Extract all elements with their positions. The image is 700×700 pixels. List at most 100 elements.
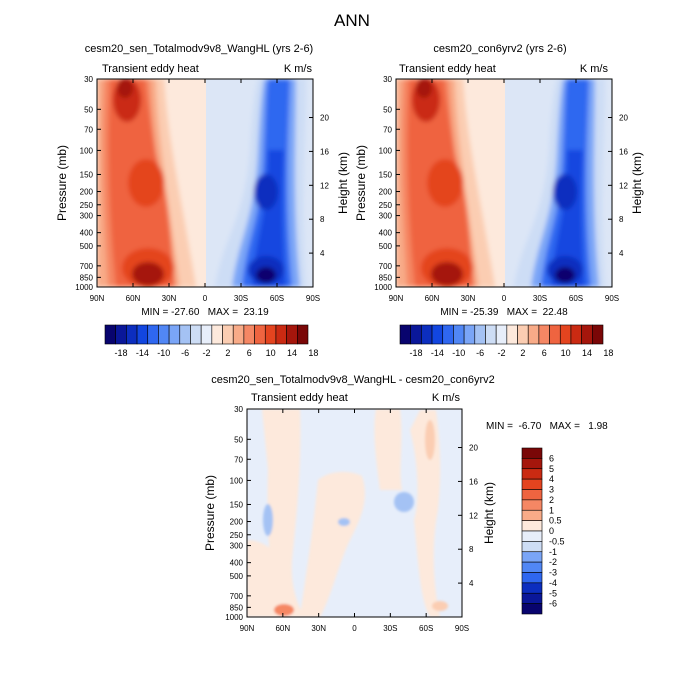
colorbar-label: 2	[225, 348, 230, 358]
panel-left-x-ticks: 90N 60N 30N 0 30S 60S 90S	[90, 79, 320, 303]
y-tick-label: 30	[234, 405, 243, 414]
colorbar-box	[581, 324, 593, 345]
colorbar-box	[232, 324, 245, 345]
colorbar-box	[286, 324, 298, 345]
colorbar-label: -4	[549, 578, 557, 588]
colorbar-box	[136, 324, 149, 345]
y2-tick-label: 16	[469, 477, 478, 486]
colorbar-box	[421, 324, 433, 345]
colorbar-box	[254, 324, 266, 345]
colorbar-box	[521, 447, 543, 459]
colorbar-box	[485, 324, 497, 345]
colorbar-box	[521, 551, 543, 563]
y2-tick-label: 20	[469, 444, 478, 453]
colorbar-box	[264, 324, 277, 345]
colorbar-label: 0.5	[549, 516, 562, 526]
colorbar-label: -14	[136, 348, 149, 358]
y2-tick-label: 12	[469, 511, 478, 520]
colorbar-label: 5	[549, 464, 554, 474]
y-tick-label: 1000	[225, 613, 243, 622]
x-tick-label: 90N	[389, 294, 404, 303]
colorbar-label: -3	[549, 568, 557, 578]
y-tick-label: 700	[230, 592, 244, 601]
colorbar-label: 6	[247, 348, 252, 358]
colorbar-label: 18	[603, 348, 613, 358]
colorbar-box	[463, 324, 476, 345]
x-tick-label: 60S	[270, 294, 284, 303]
x-tick-label: 60N	[425, 294, 440, 303]
colorbar-box	[521, 468, 543, 480]
colorbar-box	[158, 324, 170, 345]
colorbar-label: 10	[266, 348, 276, 358]
colorbar-box	[549, 324, 561, 345]
x-tick-label: 0	[203, 294, 208, 303]
panel-diff-units: K m/s	[432, 392, 461, 404]
colorbar-box	[521, 478, 543, 490]
figure-title: ANN	[334, 11, 370, 30]
panel-diff-x-ticks: 90N 60N 30N 0 30S 60S 90S	[240, 409, 469, 633]
y-tick-label: 50	[234, 435, 243, 444]
colorbar-label: 10	[561, 348, 571, 358]
y-tick-label: 850	[80, 273, 94, 282]
x-tick-label: 30S	[234, 294, 248, 303]
y-tick-label: 700	[379, 262, 393, 271]
y-tick-label: 500	[379, 242, 393, 251]
panel-left: cesm20_sen_Totalmodv9v8_WangHL (yrs 2-6)…	[55, 43, 350, 318]
y-tick-label: 400	[230, 559, 244, 568]
y-tick-label: 250	[230, 531, 244, 540]
colorbar-label: -1	[549, 547, 557, 557]
panel-right-title: cesm20_con6yrv2 (yrs 2-6)	[433, 43, 566, 55]
colorbar-box	[521, 520, 543, 532]
colorbar-box	[297, 324, 309, 345]
panel-diff-y2label: Height (km)	[482, 482, 496, 544]
colorbar-box	[521, 489, 543, 501]
y2-tick-label: 4	[469, 579, 474, 588]
colorbar-box	[179, 324, 191, 345]
colorbar-box	[190, 324, 202, 345]
colorbar-label: 2	[520, 348, 525, 358]
colorbar-box	[521, 603, 543, 615]
x-tick-label: 90N	[240, 624, 255, 633]
colorbar-box	[517, 324, 529, 345]
x-tick-label: 60S	[569, 294, 583, 303]
colorbar-label: 6	[542, 348, 547, 358]
y-tick-label: 200	[80, 188, 94, 197]
colorbar-box	[521, 582, 543, 594]
colorbar-label: -6	[549, 599, 557, 609]
y-tick-label: 850	[379, 273, 393, 282]
x-tick-label: 90S	[605, 294, 619, 303]
y-tick-label: 150	[379, 170, 393, 179]
colorbar-label: 2	[549, 495, 554, 505]
colorbar-box	[222, 324, 234, 345]
colorbar-box	[521, 541, 543, 553]
panel-left-field	[97, 79, 313, 287]
colorbar-box	[521, 509, 543, 521]
y-tick-label: 30	[84, 75, 93, 84]
colorbar-box	[115, 324, 127, 345]
panel-right-ylabel: Pressure (mb)	[354, 145, 368, 221]
y2-tick-label: 20	[619, 114, 628, 123]
y2-tick-label: 8	[469, 545, 474, 554]
colorbar-box	[521, 561, 543, 573]
y-tick-label: 150	[230, 500, 244, 509]
colorbar-label: 6	[549, 453, 554, 463]
colorbar-label: -18	[410, 348, 423, 358]
panel-diff-field-label: Transient eddy heat	[251, 392, 348, 404]
y-tick-label: 400	[379, 229, 393, 238]
panel-diff-ylabel: Pressure (mb)	[203, 475, 217, 551]
panel-left-y2label: Height (km)	[336, 152, 350, 214]
y2-tick-label: 8	[619, 215, 624, 224]
colorbar-label: -10	[452, 348, 465, 358]
colorbar-label: -2	[549, 557, 557, 567]
colorbar-label: 14	[582, 348, 592, 358]
y-tick-label: 100	[379, 146, 393, 155]
panel-right-field-label: Transient eddy heat	[399, 63, 496, 75]
colorbar-box	[399, 324, 411, 345]
y-tick-label: 500	[80, 242, 94, 251]
x-tick-label: 30N	[311, 624, 326, 633]
panel-left-units: K m/s	[284, 63, 313, 75]
y-tick-label: 70	[383, 125, 392, 134]
panel-left-field-label: Transient eddy heat	[102, 63, 199, 75]
y2-tick-label: 8	[320, 215, 325, 224]
